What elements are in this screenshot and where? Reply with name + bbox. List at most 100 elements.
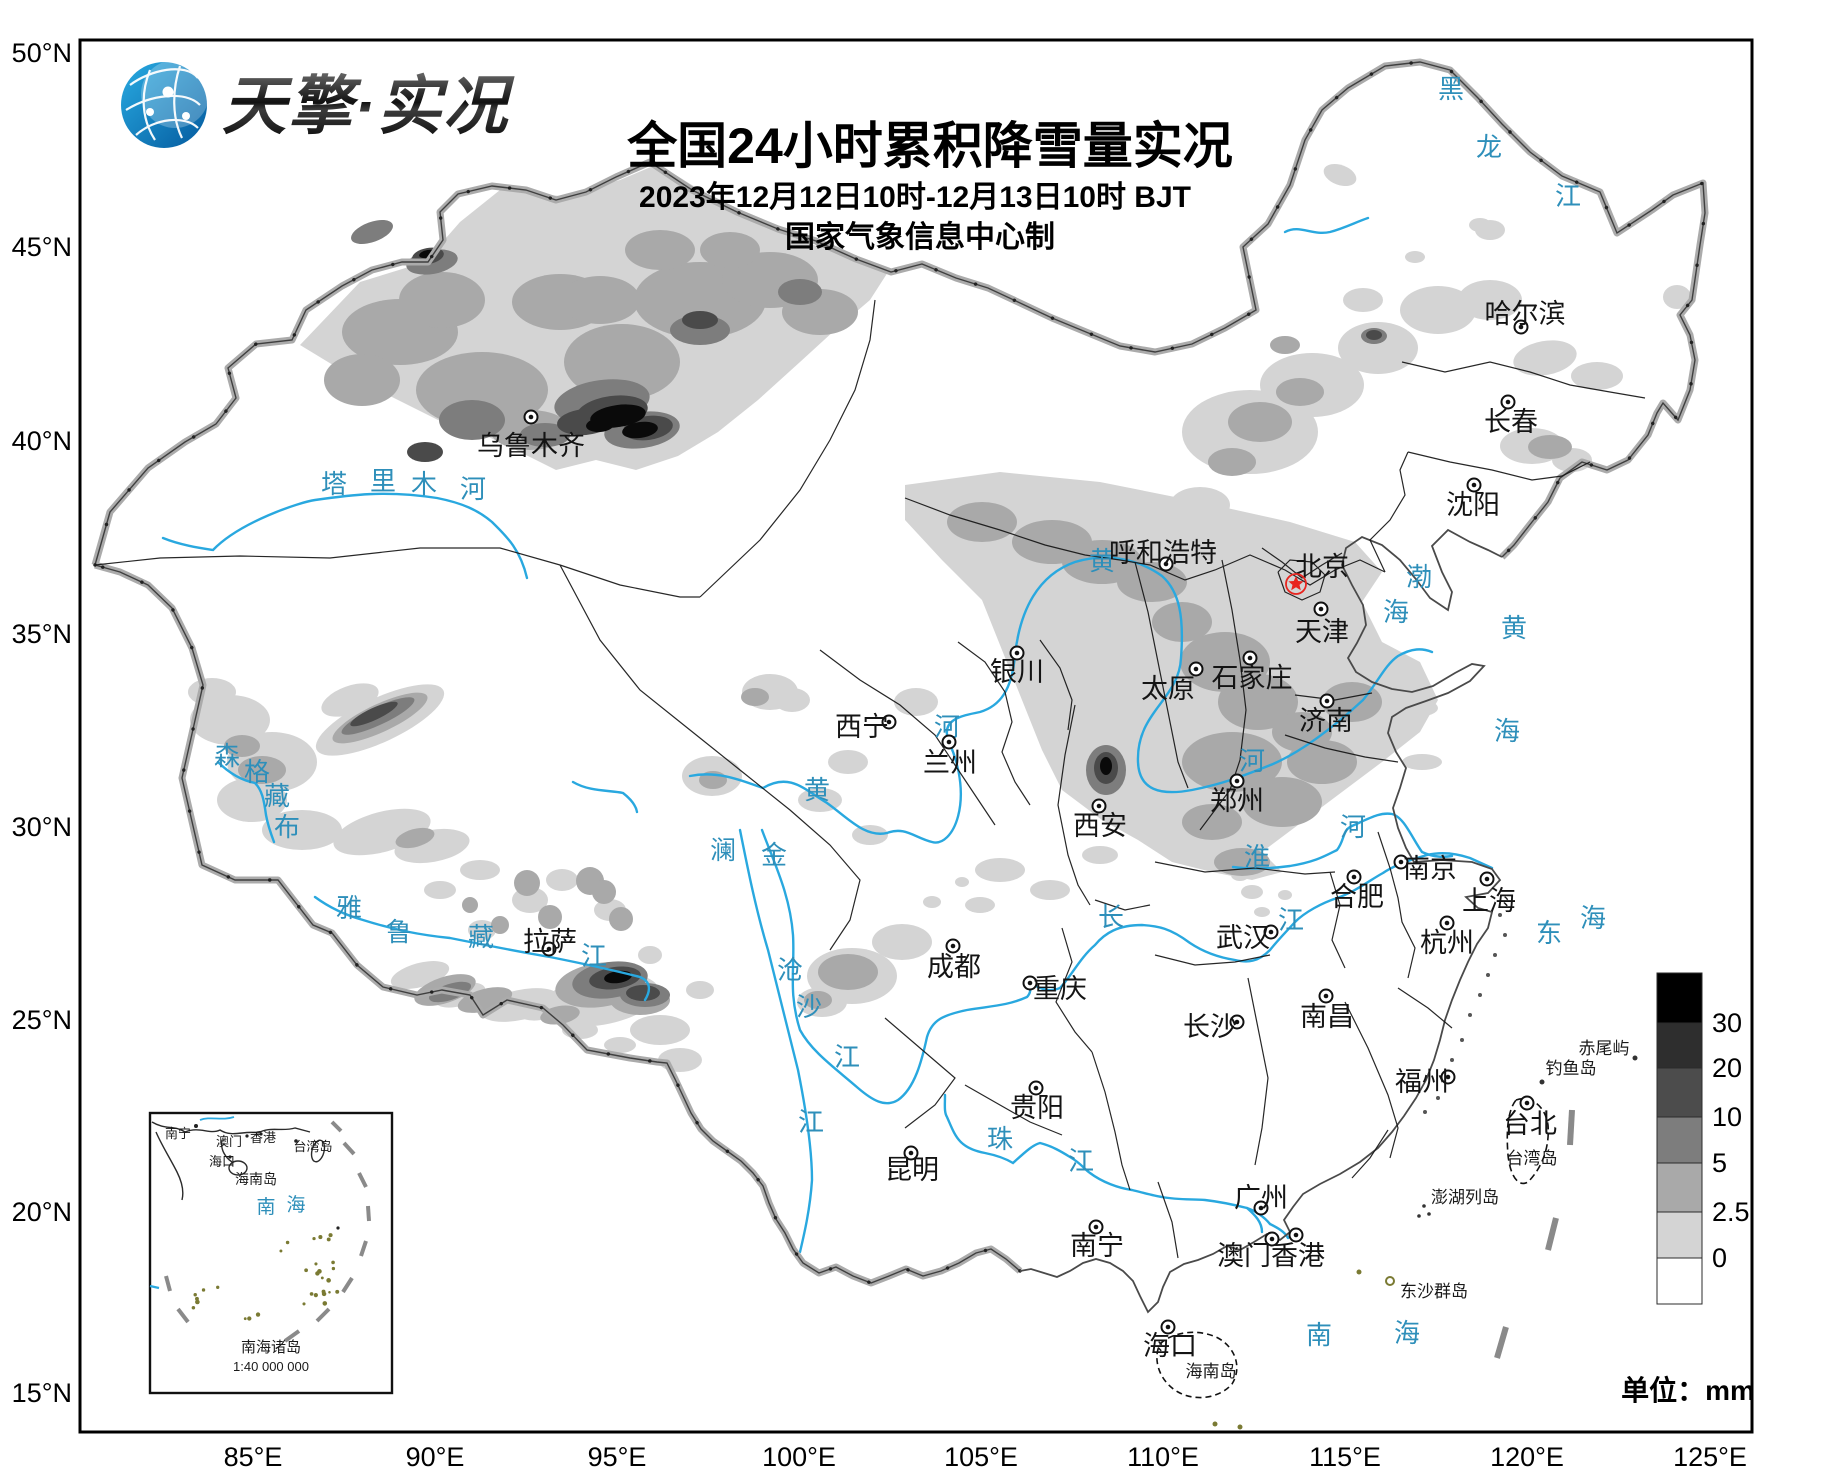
- legend: 30 20 10 5 2.5 0: [1656, 972, 1750, 1305]
- water-label: 南: [1306, 1320, 1332, 1350]
- page-title: 全国24小时累积降雪量实况: [626, 118, 1233, 174]
- city-label: 广州: [1234, 1183, 1288, 1213]
- inset-coastline: [151, 1121, 311, 1135]
- water-label: 黄: [1089, 546, 1115, 576]
- inset-label: 澳门: [216, 1134, 242, 1149]
- inset-island-dot: [314, 1262, 318, 1266]
- lon-tick-label: 95°E: [588, 1442, 647, 1472]
- island-label: 澎湖列岛: [1431, 1188, 1499, 1207]
- city-label: 长春: [1484, 407, 1538, 437]
- inset-scale-label: 1:40 000 000: [233, 1359, 309, 1374]
- inset-island-dots: [191, 1233, 340, 1321]
- lon-tick-label: 100°E: [762, 1442, 836, 1472]
- city-dot-center: [1524, 1100, 1530, 1106]
- city-label: 沈阳: [1446, 490, 1500, 520]
- inset-island-dot: [335, 1289, 340, 1294]
- city-label: 海口: [1143, 1331, 1197, 1361]
- lon-tick-label: 115°E: [1309, 1442, 1381, 1472]
- water-label: 里: [370, 466, 396, 496]
- inset-island-dot: [243, 1317, 247, 1321]
- city-dot-center: [546, 946, 552, 952]
- inset-taiwan: [310, 1139, 326, 1163]
- city-label: 兰州: [923, 748, 977, 778]
- water-label: 江: [1278, 905, 1304, 935]
- water-label: 江: [798, 1107, 824, 1137]
- water-label: 河: [460, 474, 486, 504]
- city-label: 西宁: [835, 712, 889, 742]
- water-label: 格: [244, 757, 270, 787]
- island-label: 海南岛: [1186, 1362, 1237, 1381]
- water-label: 江: [1068, 1146, 1094, 1176]
- inset-island-dot: [216, 1285, 220, 1289]
- legend-value: 5: [1712, 1148, 1727, 1178]
- legend-swatch: [1656, 1257, 1703, 1305]
- lat-tick-label: 25°N: [12, 1005, 72, 1035]
- legend-swatch: [1656, 1162, 1703, 1213]
- axis-labels: 50°N 45°N 40°N 35°N 30°N 25°N 20°N 15°N 85°E 90°E…: [12, 38, 1747, 1472]
- lat-tick-label: 20°N: [12, 1197, 72, 1227]
- snowfall-shading-layer: [188, 163, 1691, 1072]
- city-label: 天津: [1295, 617, 1349, 647]
- water-label: 珠: [987, 1124, 1013, 1154]
- city-label: 昆明: [885, 1155, 939, 1185]
- inset-label: 海口: [209, 1154, 235, 1169]
- legend-swatch: [1656, 1067, 1703, 1118]
- city-dot-center: [1258, 1205, 1264, 1211]
- hainan-island: [1156, 1331, 1238, 1399]
- city-dot-center: [1014, 650, 1020, 656]
- river-lancang: [738, 828, 814, 1254]
- inset-island-dot: [195, 1296, 199, 1301]
- island-label: 东沙群岛: [1400, 1282, 1468, 1301]
- inset-island-dot: [331, 1266, 336, 1271]
- city-dot-center: [1318, 606, 1324, 612]
- lat-tick-label: 40°N: [12, 426, 72, 456]
- river-huai: [1231, 812, 1454, 870]
- water-label: 黄: [1501, 613, 1527, 643]
- city-label: 拉萨: [523, 927, 577, 957]
- inset-island-dot: [326, 1278, 331, 1283]
- water-label: 澜: [710, 835, 736, 865]
- city-label: 石家庄: [1212, 663, 1293, 693]
- city-dot-center: [1484, 876, 1490, 882]
- legend-swatch: [1656, 972, 1703, 1024]
- city-dot-center: [908, 1150, 914, 1156]
- inset-island-dot: [309, 1292, 314, 1296]
- city-dot-center: [1096, 803, 1102, 809]
- city-dot-center: [1351, 874, 1357, 880]
- water-labels-layer: 塔里木河黑龙江黄河河黄淮河长 江雅鲁 藏江森格藏布澜沧江金沙江珠江渤海黄海东 海南海: [214, 74, 1606, 1350]
- city-label: 杭州: [1420, 928, 1474, 958]
- inset-name-label: 南海诸岛: [241, 1339, 301, 1356]
- city-dot-center: [1505, 399, 1511, 405]
- city-dot-center: [946, 739, 952, 745]
- river-yarlung: [313, 895, 651, 1002]
- city-label: 上海: [1462, 886, 1516, 916]
- city-label: 贵阳: [1010, 1093, 1064, 1123]
- inset-island-dot: [313, 1293, 318, 1298]
- water-label: 江: [834, 1042, 860, 1072]
- city-label: 乌鲁木齐: [477, 431, 585, 461]
- city-dot-center: [1193, 666, 1199, 672]
- water-label: 河: [1340, 812, 1366, 842]
- inset-island-dot: [191, 1306, 196, 1310]
- inset-hainan: [228, 1160, 248, 1176]
- inset-island-dot: [247, 1316, 252, 1321]
- water-label: 布: [274, 812, 300, 842]
- lon-tick-label: 90°E: [406, 1442, 465, 1472]
- capital-beijing-marker: [1285, 573, 1307, 595]
- city-label: 长沙: [1183, 1012, 1237, 1042]
- lat-tick-label: 30°N: [12, 812, 72, 842]
- legend-unit-label: 单位：mm: [1621, 1374, 1755, 1406]
- lon-tick-label: 125°E: [1673, 1442, 1747, 1472]
- legend-value: 10: [1712, 1102, 1742, 1132]
- inset-island-dot: [322, 1301, 328, 1306]
- inset-sea-label: 南: [256, 1196, 275, 1218]
- legend-value: 20: [1712, 1053, 1742, 1083]
- inset-island-dot: [321, 1291, 327, 1297]
- city-dot-center: [1444, 920, 1450, 926]
- city-dot-center: [528, 414, 534, 420]
- lon-tick-label: 120°E: [1490, 1442, 1564, 1472]
- water-label: 黄: [804, 775, 830, 805]
- water-label: 雅: [336, 893, 362, 923]
